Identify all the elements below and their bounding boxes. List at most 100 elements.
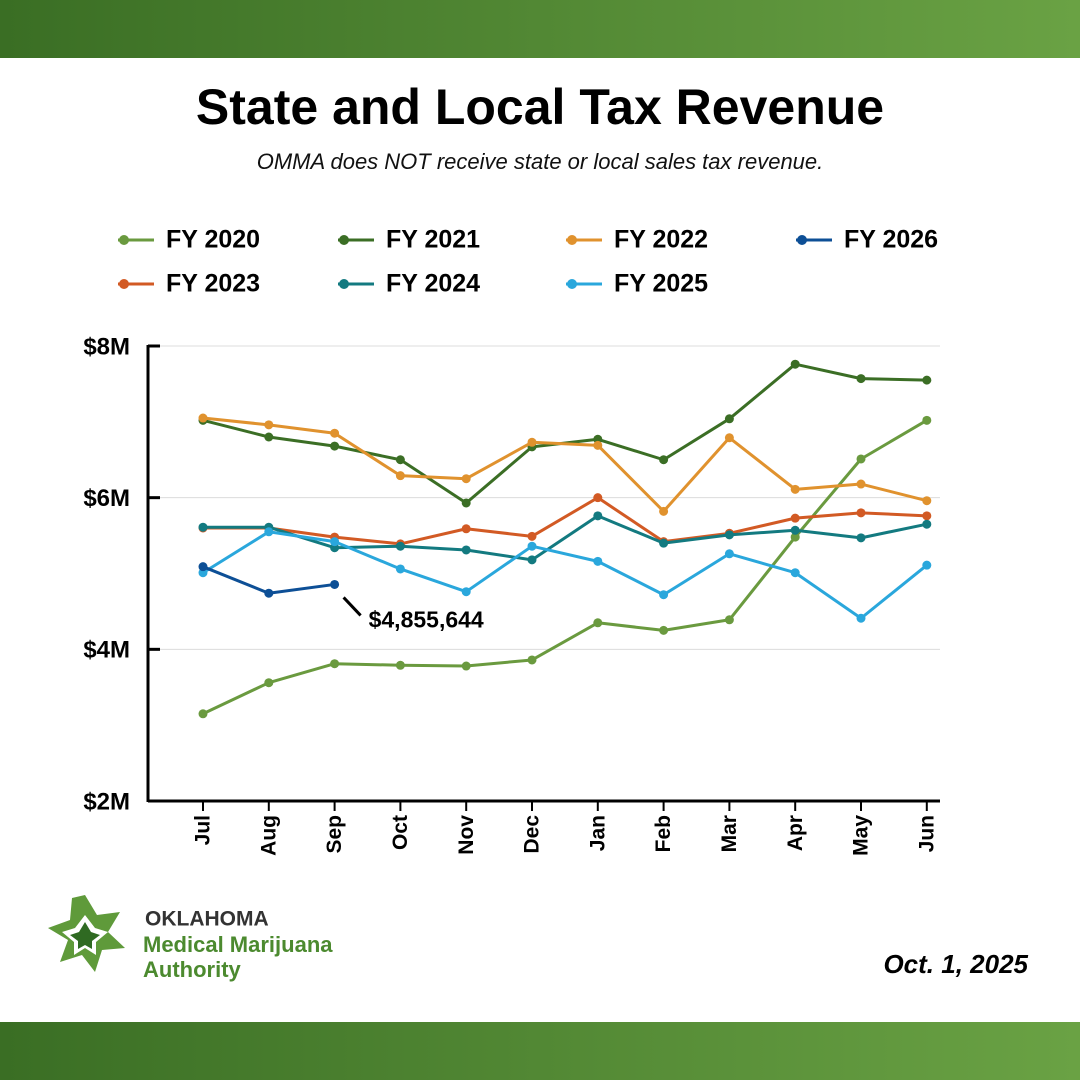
x-tick-label: Mar [718, 815, 741, 852]
data-point [264, 588, 274, 598]
data-point [461, 498, 471, 508]
data-point [790, 568, 800, 578]
data-point [330, 659, 340, 669]
legend-swatch [339, 235, 349, 245]
bottom-band [0, 1022, 1080, 1080]
org-name: Authority [143, 957, 242, 982]
x-tick-label: Sep [323, 815, 346, 854]
data-point [330, 579, 340, 589]
series-line [202, 362, 927, 505]
top-band [0, 0, 1080, 58]
x-tick-label: Apr [784, 815, 807, 851]
data-point [724, 414, 734, 424]
data-point [330, 441, 340, 451]
data-point [659, 455, 669, 465]
data-point [593, 440, 603, 450]
x-tick-label: Jan [586, 815, 609, 851]
data-point [659, 538, 669, 548]
y-tick-label: $8M [83, 333, 130, 360]
data-point [461, 545, 471, 555]
data-point [922, 560, 932, 570]
data-point [593, 556, 603, 566]
data-point [527, 555, 537, 565]
data-point [264, 678, 274, 688]
series-line [202, 530, 928, 620]
data-point [593, 618, 603, 628]
logo [48, 895, 125, 972]
date: Oct. 1, 2025 [883, 949, 1028, 979]
data-point [527, 437, 537, 447]
x-tick-label: Oct [389, 815, 412, 850]
data-point [790, 513, 800, 523]
data-point [724, 530, 734, 540]
org-name: Medical Marijuana [143, 932, 333, 957]
y-tick-label: $2M [83, 788, 130, 815]
data-point [264, 432, 274, 442]
data-point [659, 590, 669, 600]
legend-swatch [567, 279, 577, 289]
data-point [395, 455, 405, 465]
data-point [527, 655, 537, 665]
data-point [461, 661, 471, 671]
data-point [724, 549, 734, 559]
series-line [203, 514, 928, 562]
x-tick-label: May [850, 815, 873, 856]
legend-swatch [119, 279, 129, 289]
data-point [198, 522, 208, 532]
legend-swatch [119, 235, 129, 245]
data-point [198, 562, 208, 572]
data-point [922, 375, 932, 385]
data-point [461, 474, 471, 484]
data-point [856, 374, 866, 384]
legend-label: FY 2023 [166, 270, 260, 298]
data-point [264, 527, 274, 537]
data-point [198, 709, 208, 719]
data-point [922, 415, 932, 425]
x-tick-label: Jul [192, 815, 215, 845]
data-point [395, 564, 405, 574]
y-tick-label: $4M [83, 637, 130, 664]
legend-label: FY 2022 [614, 226, 708, 254]
series-line [203, 496, 927, 546]
legend-label: FY 2026 [844, 226, 938, 254]
chart-subtitle: OMMA does NOT receive state or local sal… [257, 149, 824, 174]
data-point [790, 532, 800, 542]
label-leader [342, 596, 362, 617]
data-point [527, 531, 537, 541]
data-point [724, 615, 734, 625]
data-point [395, 541, 405, 551]
legend-label: FY 2025 [614, 270, 708, 298]
data-point [659, 625, 669, 635]
data-point [264, 420, 274, 430]
data-point [856, 479, 866, 489]
data-point [395, 660, 405, 670]
chart-title: State and Local Tax Revenue [196, 79, 884, 135]
data-point [330, 537, 340, 547]
x-tick-label: Aug [257, 815, 280, 856]
legend-swatch [339, 279, 349, 289]
x-tick-label: Jun [915, 815, 938, 852]
plot-area: $2M $4M $6M $8M Jul Aug Sep Oct Nov Dec Jan Feb Mar A… [83, 333, 940, 856]
legend-label: FY 2024 [386, 270, 480, 298]
data-point [790, 525, 800, 535]
data-point [856, 508, 866, 518]
org-name: OKLAHOMA [145, 908, 269, 931]
series-line [202, 416, 928, 513]
legend: FY 2020 FY 2021 FY 2022 FY 2023 FY 2024 FY 20… [118, 226, 938, 298]
data-point [856, 533, 866, 543]
legend-label: FY 2021 [386, 226, 480, 254]
data-point [724, 433, 734, 443]
y-tick-label: $6M [83, 485, 130, 512]
data-point [527, 541, 537, 551]
series-line [202, 419, 928, 716]
data-point [593, 511, 603, 521]
data-point [856, 613, 866, 623]
legend-swatch [567, 235, 577, 245]
x-tick-label: Dec [521, 815, 544, 854]
x-tick-label: Nov [455, 815, 478, 855]
data-point [198, 413, 208, 423]
legend-label: FY 2020 [166, 226, 260, 254]
data-point [922, 519, 932, 529]
